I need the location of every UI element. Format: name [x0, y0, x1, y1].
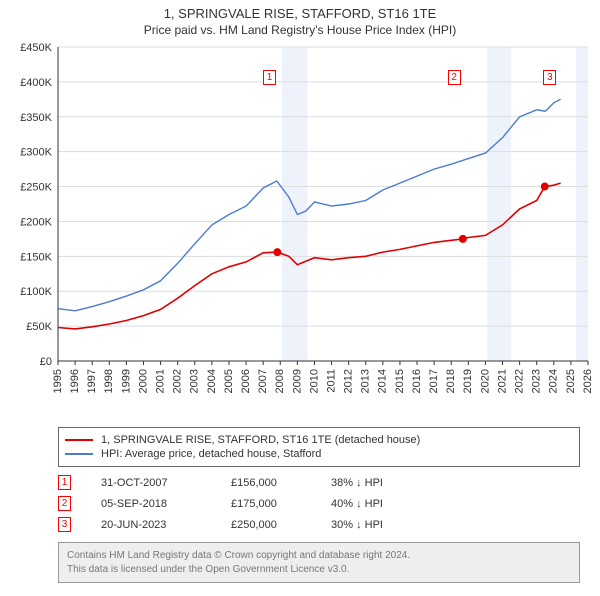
- legend-box: 1, SPRINGVALE RISE, STAFFORD, ST16 1TE (…: [58, 427, 580, 467]
- svg-text:2024: 2024: [548, 369, 560, 393]
- svg-text:2020: 2020: [479, 369, 491, 393]
- svg-text:£450K: £450K: [20, 42, 52, 54]
- svg-text:2003: 2003: [189, 369, 201, 393]
- svg-text:£400K: £400K: [20, 77, 52, 89]
- chart-subtitle: Price paid vs. HM Land Registry's House …: [0, 23, 600, 37]
- svg-text:1998: 1998: [103, 369, 115, 393]
- svg-text:2026: 2026: [582, 369, 594, 393]
- marker-box: 1: [263, 70, 276, 85]
- svg-text:2022: 2022: [514, 369, 526, 393]
- svg-text:£200K: £200K: [20, 216, 52, 228]
- sale-marker: 1: [58, 475, 71, 490]
- svg-text:2025: 2025: [565, 369, 577, 393]
- attribution-line-2: This data is licensed under the Open Gov…: [67, 563, 571, 577]
- legend-item: HPI: Average price, detached house, Staf…: [65, 448, 573, 460]
- sale-diff: 38% ↓ HPI: [331, 477, 431, 489]
- svg-text:£0: £0: [40, 356, 52, 368]
- sale-marker: 3: [58, 517, 71, 532]
- svg-text:2012: 2012: [343, 369, 355, 393]
- svg-text:2018: 2018: [445, 369, 457, 393]
- sale-diff: 40% ↓ HPI: [331, 498, 431, 510]
- svg-text:1996: 1996: [69, 369, 81, 393]
- sales-table: 1 31-OCT-2007£156,00038% ↓ HPI 2 05-SEP-201…: [58, 475, 580, 532]
- svg-text:2011: 2011: [325, 369, 337, 393]
- svg-text:2010: 2010: [308, 369, 320, 393]
- sale-row: 1 31-OCT-2007£156,00038% ↓ HPI: [58, 475, 580, 490]
- svg-text:2014: 2014: [377, 369, 389, 393]
- legend-label: 1, SPRINGVALE RISE, STAFFORD, ST16 1TE (…: [101, 434, 420, 446]
- svg-text:2001: 2001: [154, 369, 166, 393]
- svg-text:2002: 2002: [172, 369, 184, 393]
- legend-item: 1, SPRINGVALE RISE, STAFFORD, ST16 1TE (…: [65, 434, 573, 446]
- svg-text:1999: 1999: [120, 369, 132, 393]
- sale-row: 3 20-JUN-2023£250,00030% ↓ HPI: [58, 517, 580, 532]
- svg-text:2000: 2000: [137, 369, 149, 393]
- sale-price: £175,000: [231, 498, 331, 510]
- svg-text:£50K: £50K: [26, 321, 52, 333]
- line-chart: £0 £50K £100K £150K £200K £250K £300K £350K £400…: [0, 41, 600, 421]
- sale-date: 20-JUN-2023: [101, 519, 231, 531]
- svg-text:2006: 2006: [240, 369, 252, 393]
- legend-swatch: [65, 453, 93, 455]
- svg-text:2015: 2015: [394, 369, 406, 393]
- svg-text:2009: 2009: [291, 369, 303, 393]
- sale-marker: 2: [58, 496, 71, 511]
- chart-title: 1, SPRINGVALE RISE, STAFFORD, ST16 1TE: [0, 6, 600, 21]
- attribution-box: Contains HM Land Registry data © Crown c…: [58, 542, 580, 583]
- svg-text:2017: 2017: [428, 369, 440, 393]
- svg-text:2021: 2021: [496, 369, 508, 393]
- sale-price: £250,000: [231, 519, 331, 531]
- sale-diff: 30% ↓ HPI: [331, 519, 431, 531]
- svg-text:2005: 2005: [223, 369, 235, 393]
- svg-text:2004: 2004: [206, 369, 218, 393]
- legend-label: HPI: Average price, detached house, Staf…: [101, 448, 321, 460]
- sale-price: £156,000: [231, 477, 331, 489]
- svg-text:£300K: £300K: [20, 147, 52, 159]
- marker-box: 2: [448, 70, 461, 85]
- svg-text:2019: 2019: [462, 369, 474, 393]
- svg-text:2007: 2007: [257, 369, 269, 393]
- svg-text:£150K: £150K: [20, 251, 52, 263]
- chart-container: £0 £50K £100K £150K £200K £250K £300K £350K £400…: [0, 41, 600, 421]
- svg-text:£100K: £100K: [20, 286, 52, 298]
- svg-text:2023: 2023: [531, 369, 543, 393]
- svg-text:£350K: £350K: [20, 112, 52, 124]
- sale-row: 2 05-SEP-2018£175,00040% ↓ HPI: [58, 496, 580, 511]
- attribution-line-1: Contains HM Land Registry data © Crown c…: [67, 549, 571, 563]
- svg-text:1995: 1995: [52, 369, 64, 393]
- svg-text:1997: 1997: [86, 369, 98, 393]
- svg-text:2016: 2016: [411, 369, 423, 393]
- svg-text:2013: 2013: [360, 369, 372, 393]
- legend-swatch: [65, 439, 93, 441]
- marker-box: 3: [543, 70, 556, 85]
- svg-text:£250K: £250K: [20, 182, 52, 194]
- sale-date: 31-OCT-2007: [101, 477, 231, 489]
- svg-text:2008: 2008: [274, 369, 286, 393]
- sale-date: 05-SEP-2018: [101, 498, 231, 510]
